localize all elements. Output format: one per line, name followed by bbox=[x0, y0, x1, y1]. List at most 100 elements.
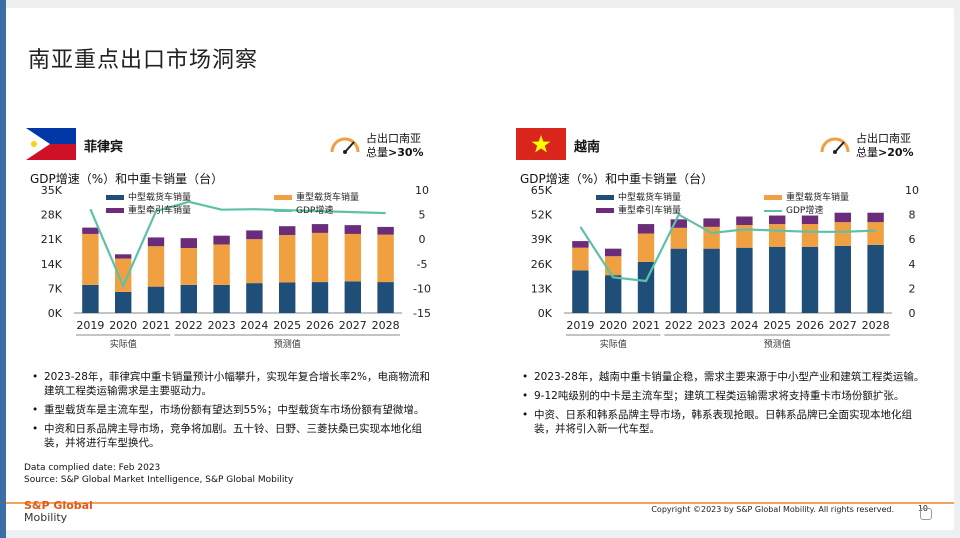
chart-title: GDP增速（%）和中重卡销量（台） bbox=[520, 172, 714, 186]
y-tick-label: 13K bbox=[531, 282, 553, 295]
bullet-item: 中资和日系品牌主导市场，竞争将加剧。五十铃、日野、三菱扶桑已实现本地化组装，并将… bbox=[30, 422, 440, 450]
bar-segment bbox=[82, 233, 99, 285]
x-tick-label: 2026 bbox=[796, 319, 824, 332]
forecast-label: 预测值 bbox=[764, 338, 791, 350]
y-tick-label: 26K bbox=[531, 258, 553, 271]
bar-segment bbox=[82, 227, 99, 234]
gauge-icon bbox=[820, 137, 850, 154]
export-share: 占出口南亚 总量>20% bbox=[818, 126, 928, 164]
y2-tick-label: 0 bbox=[419, 233, 426, 246]
legend-medium: 中型载货车销量 bbox=[106, 190, 191, 203]
bar-segment bbox=[147, 246, 165, 287]
presentation-control-icon[interactable] bbox=[920, 508, 932, 520]
vietnam-panel: 越南 占出口南亚 总量>20% GDP增速（%）和中重卡销量（台） 65K 10 5… bbox=[514, 118, 934, 498]
bar-segment bbox=[572, 241, 589, 248]
bar-segment bbox=[147, 237, 165, 247]
y-tick-label: 65K bbox=[531, 184, 553, 197]
bar-segment bbox=[769, 246, 786, 313]
data-date: Data complied date: Feb 2023 bbox=[24, 463, 161, 473]
y-tick-label: 28K bbox=[41, 209, 63, 222]
x-tick-label: 2023 bbox=[208, 319, 236, 332]
x-tick-label: 2028 bbox=[862, 319, 890, 332]
y2-tick-label: 4 bbox=[909, 258, 916, 271]
bar-segment bbox=[180, 247, 197, 285]
share-value: >20% bbox=[878, 146, 914, 159]
bar-segment bbox=[246, 239, 263, 284]
legend-gdp: GDP增速 bbox=[274, 203, 333, 216]
bar-segment bbox=[246, 283, 263, 313]
x-tick-label: 2027 bbox=[339, 319, 367, 332]
share-value: >30% bbox=[388, 146, 424, 159]
legend-tractor: 重型牵引车销量 bbox=[106, 203, 191, 216]
philippines-flag-icon bbox=[26, 128, 76, 160]
bar-segment bbox=[180, 284, 197, 313]
x-tick-label: 2022 bbox=[175, 319, 203, 332]
bullet-item: 2023-28年，越南中重卡销量企稳，需求主要来源于中小型产业和建筑工程类运输。 bbox=[520, 370, 930, 384]
bar-segment bbox=[801, 224, 819, 247]
bar-segment bbox=[279, 282, 296, 313]
y-tick-label: 14K bbox=[41, 258, 63, 271]
bar-segment bbox=[572, 270, 589, 313]
x-tick-label: 2020 bbox=[109, 319, 137, 332]
bullet-item: 2023-28年，菲律宾中重卡销量预计小幅攀升，实现年复合增长率2%，电商物流和… bbox=[30, 370, 440, 398]
bar-segment bbox=[867, 212, 884, 223]
x-tick-label: 2025 bbox=[763, 319, 791, 332]
bar-segment bbox=[180, 238, 197, 248]
country-name: 菲律宾 bbox=[84, 140, 124, 155]
bar-segment bbox=[670, 248, 687, 313]
company-logo: S&P Global Mobility bbox=[24, 499, 93, 524]
legend-tractor: 重型牵引车销量 bbox=[596, 203, 681, 216]
bar-segment bbox=[213, 244, 230, 285]
background-strip bbox=[0, 0, 6, 538]
bar-segment bbox=[605, 275, 622, 313]
share-label-2: 总量 bbox=[366, 146, 388, 159]
y2-tick-label: 5 bbox=[419, 209, 426, 222]
bar-segment bbox=[670, 219, 687, 228]
share-label: 占出口南亚 bbox=[856, 132, 911, 145]
y-tick-label: 39K bbox=[531, 233, 553, 246]
bar-segment bbox=[377, 234, 394, 283]
y2-tick-label: 0 bbox=[909, 307, 916, 320]
bar-segment bbox=[769, 224, 786, 247]
philippines-chart: 35K 10 28K 5 21K 0 14K -5 7K -10 0K -15 2019 2020 2021… bbox=[41, 184, 431, 350]
legend-gdp: GDP增速 bbox=[764, 203, 823, 216]
bar-segment bbox=[115, 258, 132, 292]
x-tick-label: 2020 bbox=[599, 319, 627, 332]
bar-segment bbox=[377, 226, 394, 235]
x-tick-label: 2024 bbox=[240, 319, 268, 332]
y2-tick-label: 10 bbox=[415, 184, 429, 197]
bar-segment bbox=[279, 234, 296, 283]
bar-segment bbox=[736, 247, 753, 313]
bar-segment bbox=[867, 222, 884, 245]
bar-segment bbox=[82, 284, 99, 313]
bar-segment bbox=[279, 226, 296, 235]
bar-segment bbox=[147, 286, 165, 313]
bar-segment bbox=[213, 284, 230, 313]
y-tick-label: 0K bbox=[538, 307, 553, 320]
bar-segment bbox=[834, 222, 851, 246]
copyright: Copyright ©2023 by S&P Global Mobility. … bbox=[651, 505, 894, 514]
gauge-icon bbox=[330, 137, 360, 154]
bar-segment bbox=[213, 235, 230, 245]
bar-segment bbox=[834, 212, 851, 223]
x-tick-label: 2019 bbox=[76, 319, 104, 332]
y2-tick-label: 8 bbox=[909, 209, 916, 222]
bullet-list: 2023-28年，菲律宾中重卡销量预计小幅攀升，实现年复合增长率2%，电商物流和… bbox=[30, 370, 440, 455]
legend-heavy: 重型载货车销量 bbox=[764, 190, 849, 203]
legend-heavy: 重型载货车销量 bbox=[274, 190, 359, 203]
x-tick-label: 2024 bbox=[730, 319, 758, 332]
bar-segment bbox=[637, 224, 655, 234]
country-name: 越南 bbox=[574, 140, 601, 155]
bar-segment bbox=[344, 233, 361, 282]
y-tick-label: 21K bbox=[41, 233, 63, 246]
y2-tick-label: -5 bbox=[417, 258, 428, 271]
bar-segment bbox=[572, 247, 589, 271]
x-tick-label: 2021 bbox=[632, 319, 660, 332]
bar-segment bbox=[311, 232, 329, 283]
bullet-item: 重型载货车是主流车型，市场份额有望达到55%；中型载货车市场份额有望微增。 bbox=[30, 403, 440, 417]
x-tick-label: 2026 bbox=[306, 319, 334, 332]
bar-segment bbox=[670, 227, 687, 249]
gdp-line bbox=[579, 213, 876, 283]
bullet-item: 9-12吨级别的中卡是主流车型；建筑工程类运输需求将支持重卡市场份额扩张。 bbox=[520, 389, 930, 403]
share-label-2: 总量 bbox=[856, 146, 878, 159]
